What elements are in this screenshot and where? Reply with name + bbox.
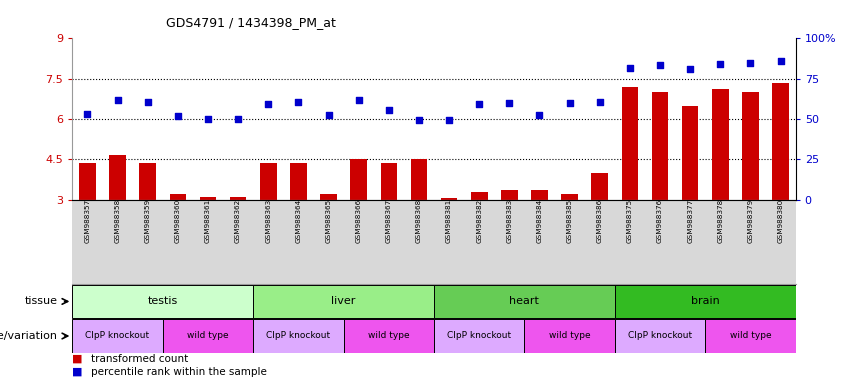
Text: ■: ■ <box>72 367 83 377</box>
Bar <box>742 92 759 200</box>
Point <box>261 101 275 107</box>
Point <box>382 107 396 113</box>
Text: wild type: wild type <box>729 331 771 341</box>
Bar <box>254 319 344 353</box>
Point <box>231 116 245 122</box>
Point <box>472 101 486 107</box>
Bar <box>72 285 254 318</box>
Bar <box>109 156 126 200</box>
Point <box>201 116 214 122</box>
Point <box>443 117 456 123</box>
Text: percentile rank within the sample: percentile rank within the sample <box>91 367 267 377</box>
Point <box>533 112 546 118</box>
Text: ClpP knockout: ClpP knockout <box>628 331 692 341</box>
Bar <box>773 83 789 200</box>
Point <box>322 112 335 118</box>
Text: heart: heart <box>510 296 540 306</box>
Point <box>774 58 787 64</box>
Bar <box>652 92 668 200</box>
Bar <box>712 89 728 200</box>
Point <box>683 66 697 73</box>
Point <box>563 100 576 106</box>
Bar <box>320 194 337 200</box>
Point <box>292 98 306 104</box>
Bar <box>344 319 434 353</box>
Point <box>111 97 124 103</box>
Bar <box>290 164 306 200</box>
Point <box>171 113 185 119</box>
Point <box>412 117 426 123</box>
Bar <box>230 197 247 200</box>
Bar <box>501 190 517 200</box>
Bar <box>621 87 638 200</box>
Bar <box>705 319 796 353</box>
Text: ■: ■ <box>72 354 83 364</box>
Bar <box>351 159 367 200</box>
Bar <box>524 319 614 353</box>
Bar <box>562 194 578 200</box>
Text: ClpP knockout: ClpP knockout <box>447 331 511 341</box>
Bar <box>434 285 614 318</box>
Bar <box>614 285 796 318</box>
Text: wild type: wild type <box>187 331 229 341</box>
Text: testis: testis <box>147 296 178 306</box>
Bar <box>531 190 548 200</box>
Bar <box>260 164 277 200</box>
Text: wild type: wild type <box>549 331 591 341</box>
Text: genotype/variation: genotype/variation <box>0 331 57 341</box>
Bar <box>140 164 156 200</box>
Text: tissue: tissue <box>25 296 57 306</box>
Bar <box>200 197 216 200</box>
Point <box>713 61 727 67</box>
Text: transformed count: transformed count <box>91 354 188 364</box>
Bar <box>72 319 163 353</box>
Bar <box>411 159 427 200</box>
Text: ClpP knockout: ClpP knockout <box>85 331 150 341</box>
Point <box>623 65 637 71</box>
Point <box>81 111 94 117</box>
Text: ClpP knockout: ClpP knockout <box>266 331 330 341</box>
Bar <box>434 319 524 353</box>
Point <box>503 100 517 106</box>
Bar <box>614 319 705 353</box>
Text: liver: liver <box>331 296 356 306</box>
Point <box>654 62 667 68</box>
Point <box>744 60 757 66</box>
Bar <box>254 285 434 318</box>
Point <box>351 97 365 103</box>
Point <box>141 98 155 104</box>
Bar <box>471 192 488 200</box>
Bar <box>441 199 457 200</box>
Bar <box>591 173 608 200</box>
Bar <box>163 319 254 353</box>
Bar <box>380 164 397 200</box>
Text: brain: brain <box>691 296 720 306</box>
Bar <box>682 106 699 200</box>
Bar <box>169 194 186 200</box>
Bar <box>79 164 95 200</box>
Text: wild type: wild type <box>368 331 409 341</box>
Point <box>593 98 607 104</box>
Text: GDS4791 / 1434398_PM_at: GDS4791 / 1434398_PM_at <box>166 16 336 29</box>
